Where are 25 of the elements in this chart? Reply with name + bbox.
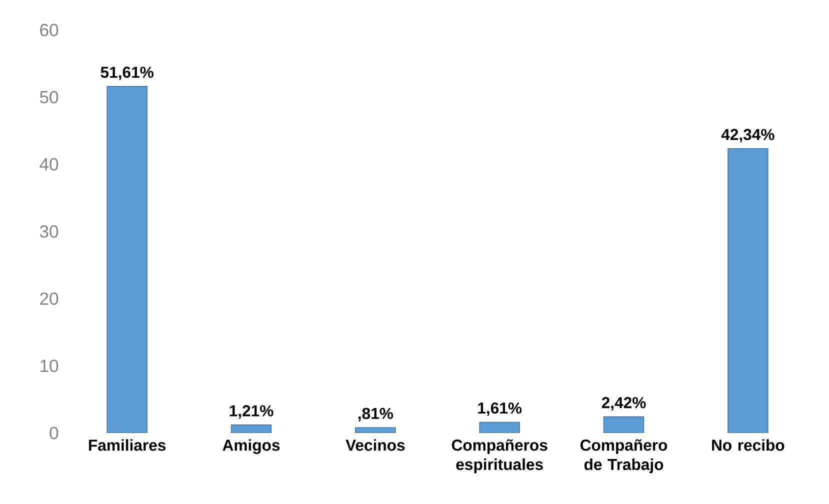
x-tick-label: No recibo <box>712 439 784 451</box>
y-tick-label: 10 <box>40 360 58 372</box>
bar <box>355 427 396 433</box>
x-tick-label: Amigos <box>222 439 280 454</box>
bar <box>603 416 644 433</box>
data-label: 1,21% <box>230 405 274 419</box>
y-tick-label: 30 <box>40 225 58 238</box>
data-label: 1,61% <box>478 402 522 416</box>
data-label: 2,42% <box>602 397 646 411</box>
x-tick-label: Compañero de Trabajo <box>580 439 668 474</box>
data-label: 51,61% <box>100 66 154 80</box>
bar <box>230 424 272 433</box>
bar <box>479 422 520 433</box>
y-tick-label: 20 <box>40 292 58 305</box>
y-tick-label: 60 <box>40 24 58 36</box>
y-tick-label: 50 <box>40 90 58 104</box>
x-tick-label: Vecinos <box>346 439 405 451</box>
data-label: 42,34% <box>721 128 774 142</box>
bar <box>728 148 768 433</box>
data-label: ,81% <box>358 408 394 422</box>
bar <box>106 86 148 433</box>
y-tick-label: 0 <box>50 426 58 440</box>
x-tick-label: Familiares <box>89 439 166 451</box>
x-tick-label: Compañeros espirituales <box>452 439 548 474</box>
y-tick-label: 40 <box>40 158 58 171</box>
